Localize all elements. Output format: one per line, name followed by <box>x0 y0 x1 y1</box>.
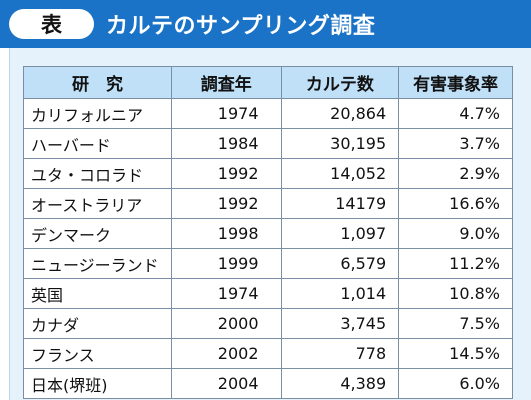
year-cell: 1992 <box>170 158 282 189</box>
study-cell: カリフォルニア <box>23 98 172 129</box>
rate-cell: 2.9% <box>398 158 513 189</box>
study-cell: デンマーク <box>23 218 172 249</box>
column-header-charts: カルテ数 <box>280 66 400 99</box>
year-cell: 1974 <box>170 98 282 129</box>
year-cell: 2002 <box>170 338 282 369</box>
column-header-year: 調査年 <box>170 66 282 99</box>
table-badge: 表 <box>9 9 94 39</box>
year-cell: 1992 <box>170 188 282 219</box>
charts-cell: 1,014 <box>280 278 400 309</box>
year-cell: 2004 <box>170 368 282 399</box>
charts-cell: 778 <box>280 338 400 369</box>
rate-cell: 4.7% <box>398 98 513 129</box>
rate-cell: 3.7% <box>398 128 513 159</box>
rate-cell: 16.6% <box>398 188 513 219</box>
rate-cell: 7.5% <box>398 308 513 339</box>
study-cell: ハーバード <box>23 128 172 159</box>
table-row: ユタ・コロラド 1992 14,052 2.9% <box>23 158 513 189</box>
charts-cell: 30,195 <box>280 128 400 159</box>
table-row: ハーバード 1984 30,195 3.7% <box>23 128 513 159</box>
charts-cell: 14179 <box>280 188 400 219</box>
charts-cell: 20,864 <box>280 98 400 129</box>
rate-cell: 6.0% <box>398 368 513 399</box>
table-row: カナダ 2000 3,745 7.5% <box>23 308 513 339</box>
charts-cell: 1,097 <box>280 218 400 249</box>
rate-cell: 14.5% <box>398 338 513 369</box>
rate-cell: 9.0% <box>398 218 513 249</box>
charts-cell: 14,052 <box>280 158 400 189</box>
table-row: カリフォルニア 1974 20,864 4.7% <box>23 98 513 129</box>
sampling-table: 研 究 調査年 カルテ数 有害事象率 カリフォルニア 1974 20,864 4… <box>23 66 513 399</box>
year-cell: 1974 <box>170 278 282 309</box>
table-row: 日本(堺班) 2004 4,389 6.0% <box>23 368 513 399</box>
year-cell: 1999 <box>170 248 282 279</box>
year-cell: 1998 <box>170 218 282 249</box>
charts-cell: 4,389 <box>280 368 400 399</box>
column-header-study: 研 究 <box>23 66 172 99</box>
table-row: ニュージーランド 1999 6,579 11.2% <box>23 248 513 279</box>
table-row: 英国 1974 1,014 10.8% <box>23 278 513 309</box>
table-header-row: 研 究 調査年 カルテ数 有害事象率 <box>23 66 513 99</box>
study-cell: ニュージーランド <box>23 248 172 279</box>
rate-cell: 11.2% <box>398 248 513 279</box>
study-cell: 英国 <box>23 278 172 309</box>
year-cell: 1984 <box>170 128 282 159</box>
study-cell: カナダ <box>23 308 172 339</box>
page-title: カルテのサンプリング調査 <box>106 14 376 39</box>
study-cell: 日本(堺班) <box>23 368 172 399</box>
column-header-rate: 有害事象率 <box>398 66 513 99</box>
year-cell: 2000 <box>170 308 282 339</box>
study-cell: ユタ・コロラド <box>23 158 172 189</box>
charts-cell: 6,579 <box>280 248 400 279</box>
table-row: オーストラリア 1992 14179 16.6% <box>23 188 513 219</box>
rate-cell: 10.8% <box>398 278 513 309</box>
title-bar: 表 カルテのサンプリング調査 <box>0 0 531 48</box>
charts-cell: 3,745 <box>280 308 400 339</box>
table-row: デンマーク 1998 1,097 9.0% <box>23 218 513 249</box>
table-row: フランス 2002 778 14.5% <box>23 338 513 369</box>
study-cell: オーストラリア <box>23 188 172 219</box>
study-cell: フランス <box>23 338 172 369</box>
